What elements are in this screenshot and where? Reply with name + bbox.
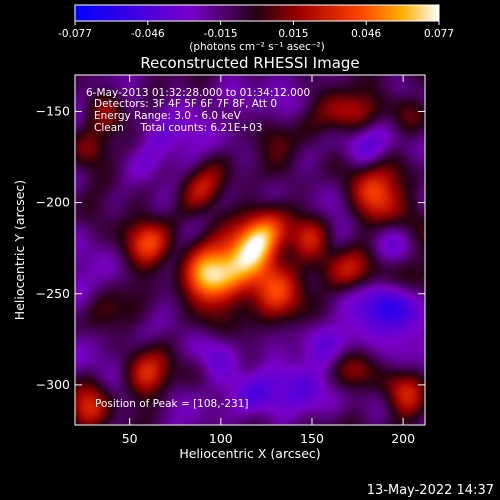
colorbar-tick-label: -0.015 (204, 28, 238, 40)
colorbar (75, 5, 439, 21)
y-tick-label: −250 (36, 286, 70, 301)
x-tick-label: 100 (209, 431, 233, 446)
chart-title: Reconstructed RHESSI Image (140, 54, 359, 72)
annotation-detectors: Detectors: 3F 4F 5F 6F 7F 8F, Att 0 (94, 98, 277, 110)
axis-ticks: 50 100 150 200 −150 −200 −250 −300 (36, 75, 425, 446)
y-axis-label: Heliocentric Y (arcsec) (12, 180, 27, 320)
colorbar-tick-label: -0.077 (58, 28, 92, 40)
x-tick-label: 200 (391, 431, 415, 446)
annotation-time: 6-May-2013 01:32:28.000 to 01:34:12.000 (86, 87, 310, 99)
plot-frame (74, 74, 426, 426)
colorbar-tick-label: 0.046 (351, 28, 381, 40)
colorbar-frame (74, 4, 440, 22)
x-tick-label: 50 (122, 431, 138, 446)
colorbar-tick-label: -0.046 (131, 28, 165, 40)
x-tick-label: 150 (300, 431, 324, 446)
y-tick-label: −150 (36, 103, 70, 118)
annotation-counts: Clean Total counts: 6.21E+03 (94, 122, 263, 134)
colorbar-tick-label: 0.077 (424, 28, 454, 40)
heatmap-image (75, 75, 425, 425)
footer-timestamp: 13-May-2022 14:37 (367, 483, 494, 498)
annotation-energy: Energy Range: 3.0 - 6.0 keV (94, 110, 242, 122)
colorbar-units: (photons cm⁻² s⁻¹ asec⁻²) (189, 41, 324, 53)
colorbar-tick-label: 0.015 (278, 28, 308, 40)
y-tick-label: −200 (36, 195, 70, 210)
colorbar-ticks: -0.077 -0.046 -0.015 0.015 0.046 0.077 (58, 21, 454, 40)
peak-position-label: Position of Peak = [108,-231] (95, 398, 249, 410)
x-axis-label: Heliocentric X (arcsec) (179, 446, 320, 461)
y-tick-label: −300 (36, 377, 70, 392)
annotation-block: 6-May-2013 01:32:28.000 to 01:34:12.000 … (86, 87, 310, 134)
